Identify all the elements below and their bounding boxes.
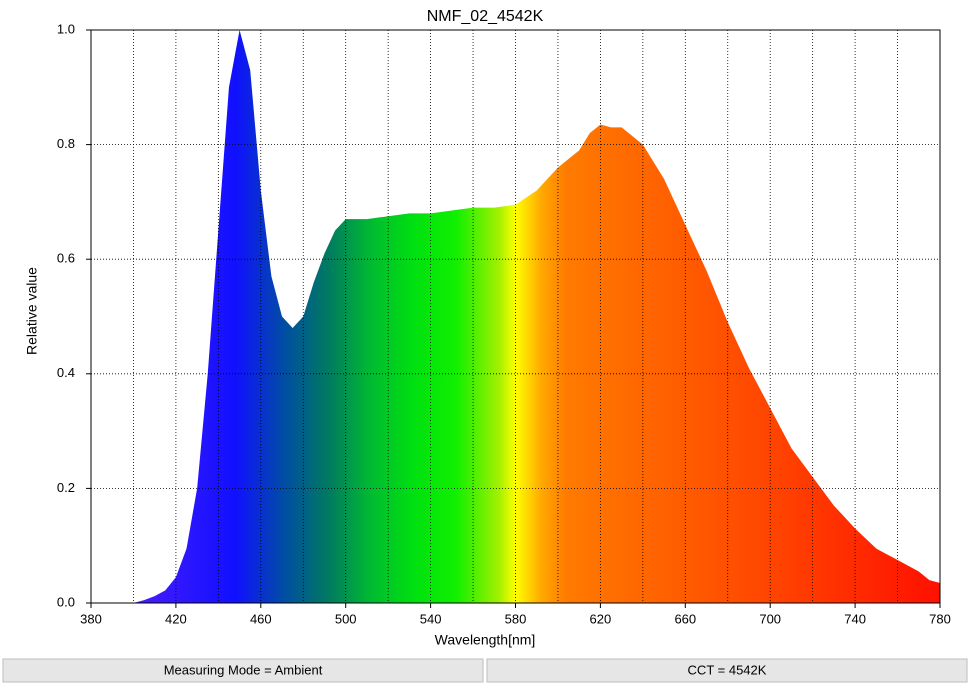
y-tick-label: 1.0 xyxy=(57,21,75,36)
x-tick-label: 540 xyxy=(420,611,442,626)
x-tick-label: 740 xyxy=(844,611,866,626)
status-cell xyxy=(486,658,968,683)
status-text: Measuring Mode = Ambient xyxy=(164,662,323,677)
x-tick-label: 620 xyxy=(590,611,612,626)
plot-frame xyxy=(90,29,941,604)
y-tick-label: 0.6 xyxy=(57,251,75,266)
spectrum-area xyxy=(133,30,940,603)
chart-title: NMF_02_4542K xyxy=(427,8,544,25)
x-tick-label: 580 xyxy=(505,611,527,626)
y-axis-label: Relative value xyxy=(24,267,40,355)
status-text: CCT = 4542K xyxy=(688,662,767,677)
y-tick-label: 0.0 xyxy=(57,594,75,609)
x-axis-label: Wavelength[nm] xyxy=(435,632,536,648)
status-cell xyxy=(2,658,484,683)
y-tick-label: 0.8 xyxy=(57,136,75,151)
x-tick-label: 500 xyxy=(335,611,357,626)
x-tick-label: 460 xyxy=(250,611,272,626)
x-tick-label: 380 xyxy=(80,611,102,626)
y-tick-label: 0.4 xyxy=(57,365,75,380)
x-tick-label: 420 xyxy=(165,611,187,626)
x-tick-label: 660 xyxy=(674,611,696,626)
x-tick-label: 700 xyxy=(759,611,781,626)
x-tick-label: 780 xyxy=(929,611,951,626)
y-tick-label: 0.2 xyxy=(57,480,75,495)
